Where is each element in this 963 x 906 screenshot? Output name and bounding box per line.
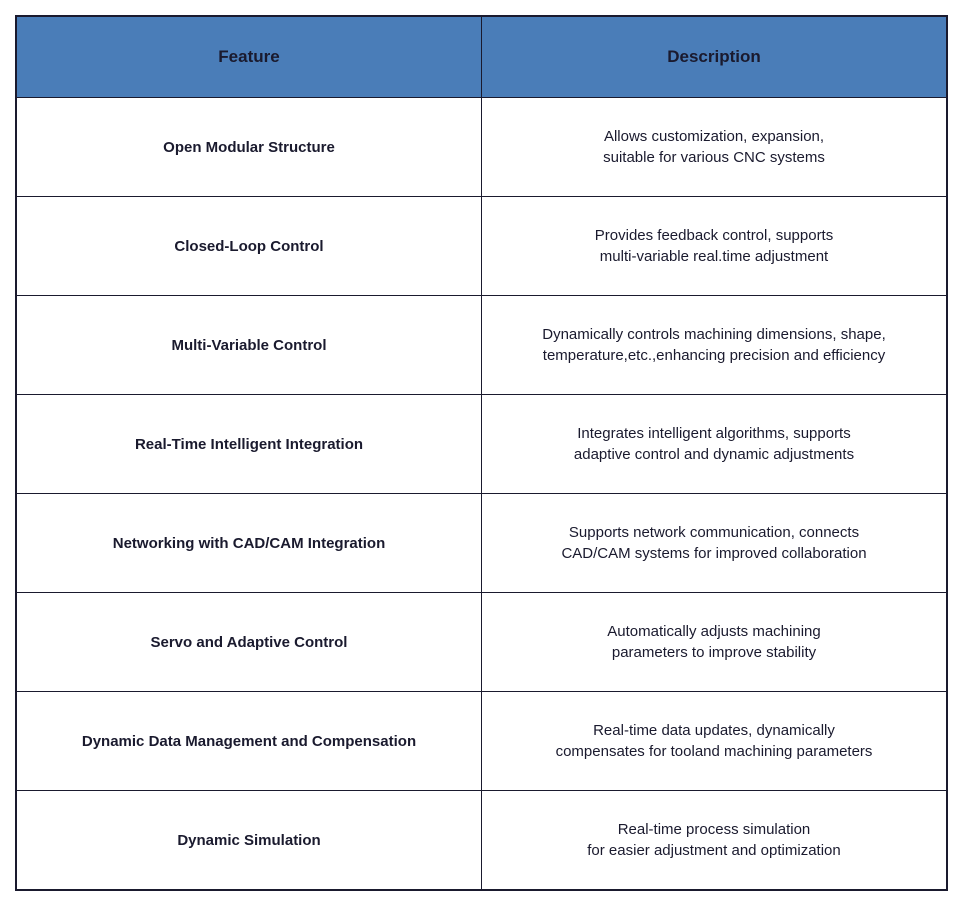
feature-cell: Multi-Variable Control: [16, 296, 482, 395]
feature-cell: Servo and Adaptive Control: [16, 593, 482, 692]
description-cell: Integrates intelligent algorithms, suppo…: [482, 395, 948, 494]
description-line-1: Automatically adjusts machining: [497, 621, 931, 642]
description-cell: Provides feedback control, supports mult…: [482, 197, 948, 296]
table-row: Dynamic Simulation Real-time process sim…: [16, 791, 947, 891]
table-row: Real-Time Intelligent Integration Integr…: [16, 395, 947, 494]
description-line-2: for easier adjustment and optimization: [497, 840, 931, 861]
description-line-1: Provides feedback control, supports: [497, 225, 931, 246]
table-row: Servo and Adaptive Control Automatically…: [16, 593, 947, 692]
description-line-1: Dynamically controls machining dimension…: [497, 324, 931, 345]
description-cell: Real-time data updates, dynamically comp…: [482, 692, 948, 791]
table-body: Open Modular Structure Allows customizat…: [16, 98, 947, 891]
table-row: Multi-Variable Control Dynamically contr…: [16, 296, 947, 395]
description-line-2: adaptive control and dynamic adjustments: [497, 444, 931, 465]
feature-cell: Dynamic Simulation: [16, 791, 482, 891]
description-line-2: CAD/CAM systems for improved collaborati…: [497, 543, 931, 564]
description-line-1: Real-time data updates, dynamically: [497, 720, 931, 741]
table-row: Dynamic Data Management and Compensation…: [16, 692, 947, 791]
table-row: Networking with CAD/CAM Integration Supp…: [16, 494, 947, 593]
description-line-2: multi-variable real.time adjustment: [497, 246, 931, 267]
description-cell: Real-time process simulation for easier …: [482, 791, 948, 891]
description-line-1: Supports network communication, connects: [497, 522, 931, 543]
table-row: Open Modular Structure Allows customizat…: [16, 98, 947, 197]
description-line-2: parameters to improve stability: [497, 642, 931, 663]
column-header-feature: Feature: [16, 16, 482, 98]
description-line-1: Allows customization, expansion,: [497, 126, 931, 147]
features-table: Feature Description Open Modular Structu…: [15, 15, 948, 891]
description-line-2: temperature,etc.,enhancing precision and…: [497, 345, 931, 366]
feature-cell: Closed-Loop Control: [16, 197, 482, 296]
description-cell: Dynamically controls machining dimension…: [482, 296, 948, 395]
description-cell: Supports network communication, connects…: [482, 494, 948, 593]
feature-cell: Open Modular Structure: [16, 98, 482, 197]
table-row: Closed-Loop Control Provides feedback co…: [16, 197, 947, 296]
description-line-1: Real-time process simulation: [497, 819, 931, 840]
feature-cell: Real-Time Intelligent Integration: [16, 395, 482, 494]
description-line-2: compensates for tooland machining parame…: [497, 741, 931, 762]
feature-cell: Networking with CAD/CAM Integration: [16, 494, 482, 593]
column-header-description: Description: [482, 16, 948, 98]
description-line-2: suitable for various CNC systems: [497, 147, 931, 168]
feature-cell: Dynamic Data Management and Compensation: [16, 692, 482, 791]
table-header-row: Feature Description: [16, 16, 947, 98]
description-line-1: Integrates intelligent algorithms, suppo…: [497, 423, 931, 444]
description-cell: Allows customization, expansion, suitabl…: [482, 98, 948, 197]
description-cell: Automatically adjusts machining paramete…: [482, 593, 948, 692]
